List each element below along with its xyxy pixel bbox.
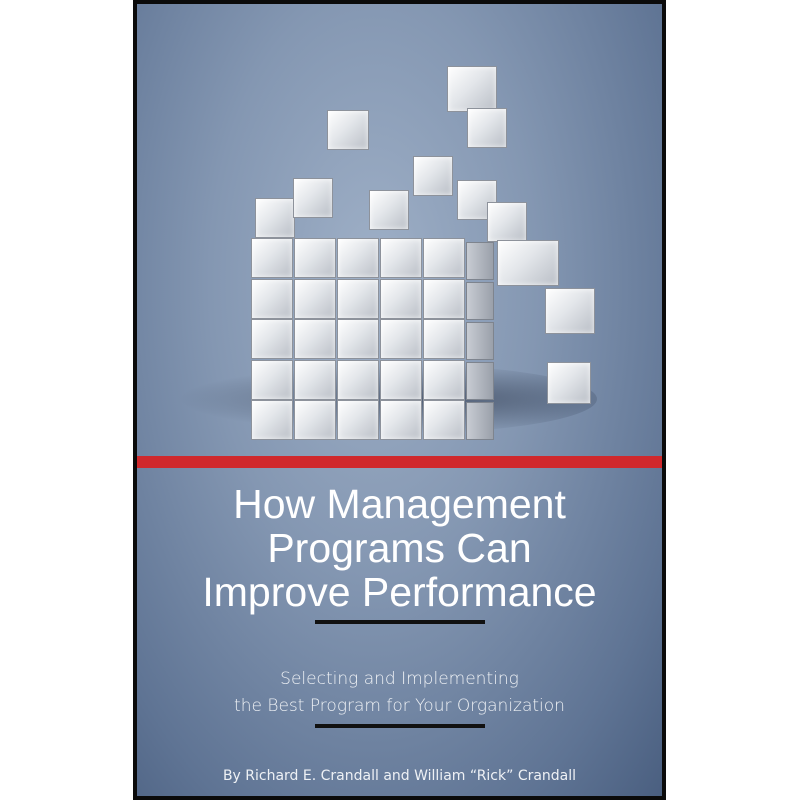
cube-block — [423, 319, 465, 359]
cube-block — [337, 359, 379, 400]
divider-top — [315, 620, 485, 624]
cube-block — [337, 400, 379, 440]
cube-block — [447, 66, 497, 112]
cube-block — [380, 238, 422, 278]
subtitle-line: Selecting and Implementing — [280, 669, 519, 689]
cube-block — [466, 242, 494, 280]
cube-block — [423, 238, 465, 278]
cube-block — [423, 359, 465, 400]
subtitle-line: the Best Program for Your Organization — [234, 696, 565, 716]
cube-block — [327, 110, 369, 150]
cube-block — [294, 278, 336, 319]
divider-bottom — [315, 724, 485, 728]
cube-block — [251, 359, 293, 400]
cube-block — [423, 400, 465, 440]
cube-block — [380, 400, 422, 440]
cube-block — [380, 319, 422, 359]
cube-block — [467, 108, 507, 148]
book-title: How Management Programs Can Improve Perf… — [137, 482, 662, 614]
book-subtitle: Selecting and Implementing the Best Prog… — [137, 666, 662, 720]
title-line: Programs Can — [267, 525, 532, 571]
cube-block — [293, 178, 333, 218]
cube-block — [251, 319, 293, 359]
cube-block — [294, 400, 336, 440]
cube-block — [487, 202, 527, 242]
cube-block — [380, 359, 422, 400]
book-cover: How Management Programs Can Improve Perf… — [133, 0, 666, 800]
cube-block — [255, 198, 295, 238]
cube-block — [337, 278, 379, 319]
cube-block — [423, 278, 465, 319]
cover-art: How Management Programs Can Improve Perf… — [137, 4, 662, 796]
cube-block — [337, 238, 379, 278]
cube-block — [251, 238, 293, 278]
cube-block — [251, 400, 293, 440]
cube-block — [337, 319, 379, 359]
cube-block — [466, 402, 494, 440]
cube-block — [466, 322, 494, 360]
red-accent-bar — [137, 456, 662, 468]
cube-block — [294, 319, 336, 359]
title-line: Improve Performance — [202, 569, 597, 615]
cube-block — [294, 359, 336, 400]
cube-block — [413, 156, 453, 196]
cube-block — [251, 278, 293, 319]
cube-block — [466, 282, 494, 320]
title-line: How Management — [233, 481, 566, 527]
cube-block — [369, 190, 409, 230]
cube-block — [380, 278, 422, 319]
cube-block — [547, 362, 591, 404]
cube-block — [497, 240, 559, 286]
cube-block — [466, 362, 494, 400]
book-authors: By Richard E. Crandall and William “Rick… — [222, 768, 577, 784]
cube-block — [545, 288, 595, 334]
cube-block — [294, 238, 336, 278]
